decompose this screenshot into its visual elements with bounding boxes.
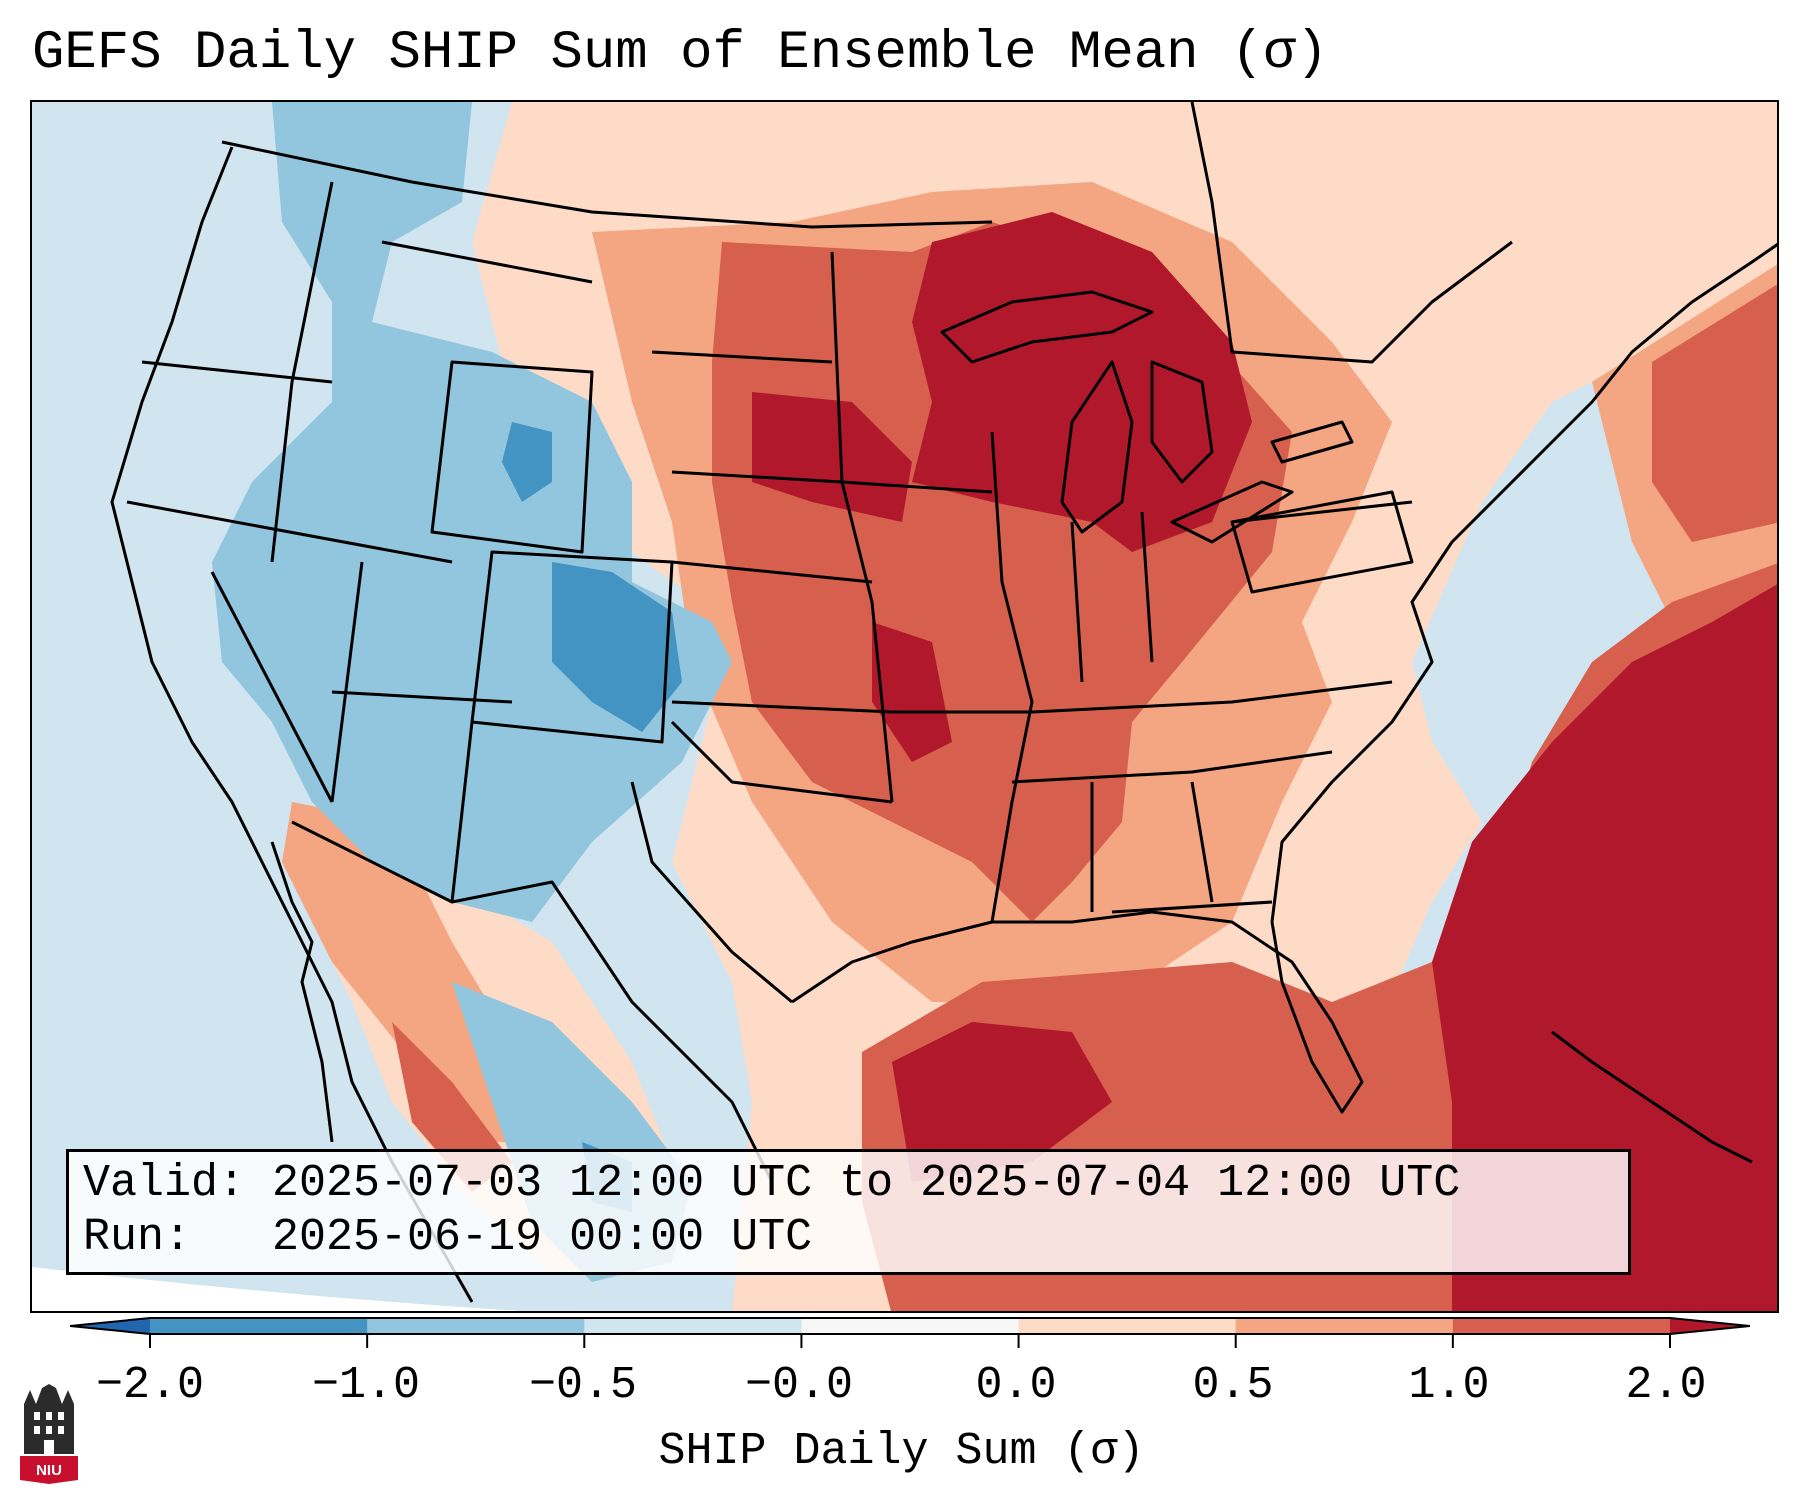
- state-border-mt-wy: [381, 240, 593, 284]
- colorbar-extend-low: [70, 1318, 150, 1334]
- state-border-canada-east: [1190, 102, 1513, 364]
- colorbar-segments: [70, 1318, 1750, 1334]
- anomaly-region-above2.0-gulf: [892, 1022, 1112, 1182]
- state-border-mexico: [291, 820, 774, 1183]
- niu-logo-text: NIU: [36, 1462, 62, 1479]
- valid-run-info-box: Valid: 2025-07-03 12:00 UTC to 2025-07-0…: [66, 1149, 1631, 1275]
- anomaly-region-neg1.0to-2.0: [552, 562, 682, 732]
- state-border-id: [270, 181, 334, 563]
- state-border-in-oh: [1140, 511, 1154, 663]
- colorbar-extend-high: [1670, 1318, 1750, 1334]
- great-lakes-huron: [1150, 360, 1214, 484]
- colorbar-segment: [1018, 1318, 1237, 1334]
- colorbar-tick-label: 2.0: [1625, 1360, 1707, 1411]
- state-border-mn-wi: [830, 251, 894, 803]
- colorbar-segment: [584, 1318, 802, 1334]
- state-border-co-box: [470, 550, 674, 744]
- colorbar-label: SHIP Daily Sum (σ): [658, 1426, 1145, 1477]
- state-border-il-in: [1070, 521, 1084, 683]
- ship-anomaly-map: [32, 102, 1777, 1311]
- colorbar-outline: [70, 1317, 1750, 1335]
- cuba-coastline: [1551, 1030, 1753, 1164]
- colorbar-tick-label: 0.5: [1192, 1360, 1274, 1411]
- anomaly-region-above2.0-midwest: [912, 212, 1252, 552]
- colorbar-segment: [1235, 1318, 1454, 1334]
- state-border-pa-box: [1230, 490, 1414, 594]
- great-lakes-ontario: [1270, 420, 1354, 464]
- coastlines-and-borders: [110, 102, 1777, 1303]
- anomaly-region-above2.0-kansas: [872, 622, 952, 762]
- atlantic-coastline: [1270, 242, 1777, 923]
- state-border-az-nm: [450, 721, 474, 903]
- colorbar-tick-label: −0.5: [528, 1360, 638, 1411]
- map-title: GEFS Daily SHIP Sum of Ensemble Mean (σ): [32, 23, 1329, 84]
- state-border-az-ut: [331, 690, 513, 704]
- map-panel[interactable]: [30, 100, 1779, 1313]
- colorbar-tick-label: −0.0: [744, 1360, 854, 1411]
- state-border-nd-sd: [651, 350, 833, 364]
- colorbar-segment: [367, 1318, 585, 1334]
- colorbar-segment: [150, 1318, 368, 1334]
- outside-projection-area: [32, 1267, 1777, 1311]
- colorbar-segment: [1452, 1318, 1671, 1334]
- colorbar-segment: [801, 1318, 1020, 1334]
- state-border-or-ca-nv: [126, 500, 453, 564]
- pacific-coastline: [110, 146, 474, 1303]
- colorbar-tick-label: 0.0: [975, 1360, 1057, 1411]
- state-border-nv-ut: [330, 561, 364, 803]
- state-border-ca-nv-diag: [210, 571, 334, 803]
- state-border-pa-ny: [1231, 500, 1413, 524]
- colorbar-tick-label: −2.0: [95, 1360, 205, 1411]
- gulf-coastline: [791, 910, 1364, 1114]
- us-canada-border-west: [221, 140, 993, 229]
- valid-time-text: Valid: 2025-07-03 12:00 UTC to 2025-07-0…: [83, 1158, 1461, 1209]
- anomaly-region-above2.0-dakotas: [752, 392, 912, 522]
- anomaly-region-neg1.0to-2.0-wy: [502, 422, 552, 502]
- anomaly-region-1.0to2.0-ne: [1652, 284, 1777, 542]
- great-lakes-superior: [940, 290, 1154, 364]
- state-border-tx: [630, 781, 793, 1004]
- run-time-text: Run: 2025-06-19 00:00 UTC: [83, 1212, 813, 1263]
- state-border-ne-ks: [671, 560, 873, 584]
- niu-logo-icon: [20, 1384, 78, 1484]
- colorbar-tick-label: −1.0: [311, 1360, 421, 1411]
- state-border-al-ga: [1190, 781, 1214, 903]
- state-border-ky-tn: [1031, 680, 1393, 714]
- state-border-tn-south: [1011, 750, 1333, 784]
- state-border-ok-tx: [670, 720, 893, 804]
- state-border-ks-ok: [671, 700, 893, 714]
- state-border-mississippi: [990, 431, 1034, 923]
- state-border-wy-box: [430, 360, 594, 554]
- baja-coastline: [270, 841, 334, 1143]
- colorbar-tick-label: 1.0: [1408, 1360, 1490, 1411]
- colorbar: [70, 1317, 1750, 1348]
- state-border-ia-mo: [841, 480, 993, 494]
- great-lakes-michigan: [1060, 360, 1134, 534]
- great-lakes-erie: [1170, 480, 1294, 544]
- niu-logo: NIU: [20, 1384, 78, 1484]
- state-border-ga-fl: [1111, 900, 1273, 914]
- state-border-wa-or: [141, 360, 333, 384]
- state-border-sd-ne: [671, 470, 843, 484]
